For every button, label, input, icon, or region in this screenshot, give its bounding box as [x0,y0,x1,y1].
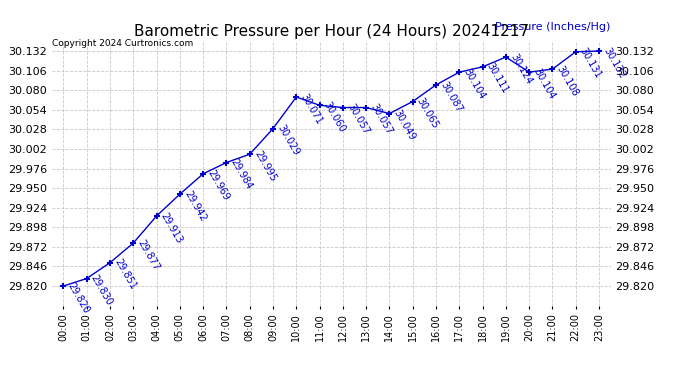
Text: Copyright 2024 Curtronics.com: Copyright 2024 Curtronics.com [52,39,193,48]
Text: 29.995: 29.995 [252,149,277,183]
Text: 29.820: 29.820 [66,280,91,315]
Text: 29.913: 29.913 [159,211,184,245]
Text: 30.131: 30.131 [578,46,604,81]
Text: 30.029: 30.029 [275,123,301,158]
Text: 29.877: 29.877 [135,238,161,272]
Text: 30.124: 30.124 [508,52,534,86]
Text: 30.049: 30.049 [392,108,417,142]
Text: 29.984: 29.984 [228,157,255,191]
Text: 30.065: 30.065 [415,96,441,130]
Text: 30.104: 30.104 [531,67,557,101]
Text: 30.071: 30.071 [299,92,324,126]
Text: 30.057: 30.057 [345,102,371,136]
Text: 30.060: 30.060 [322,100,347,134]
Text: Pressure (Inches/Hg): Pressure (Inches/Hg) [495,22,611,32]
Text: 30.057: 30.057 [368,102,394,136]
Text: 29.969: 29.969 [206,168,231,202]
Text: 29.851: 29.851 [112,257,138,292]
Text: 29.942: 29.942 [182,189,208,223]
Text: 29.830: 29.830 [89,273,115,308]
Text: 30.108: 30.108 [555,64,580,98]
Text: 30.104: 30.104 [462,67,487,101]
Text: 30.111: 30.111 [485,62,511,96]
Text: 30.132: 30.132 [601,46,627,80]
Text: 30.087: 30.087 [438,80,464,114]
Title: Barometric Pressure per Hour (24 Hours) 20241217: Barometric Pressure per Hour (24 Hours) … [134,24,529,39]
